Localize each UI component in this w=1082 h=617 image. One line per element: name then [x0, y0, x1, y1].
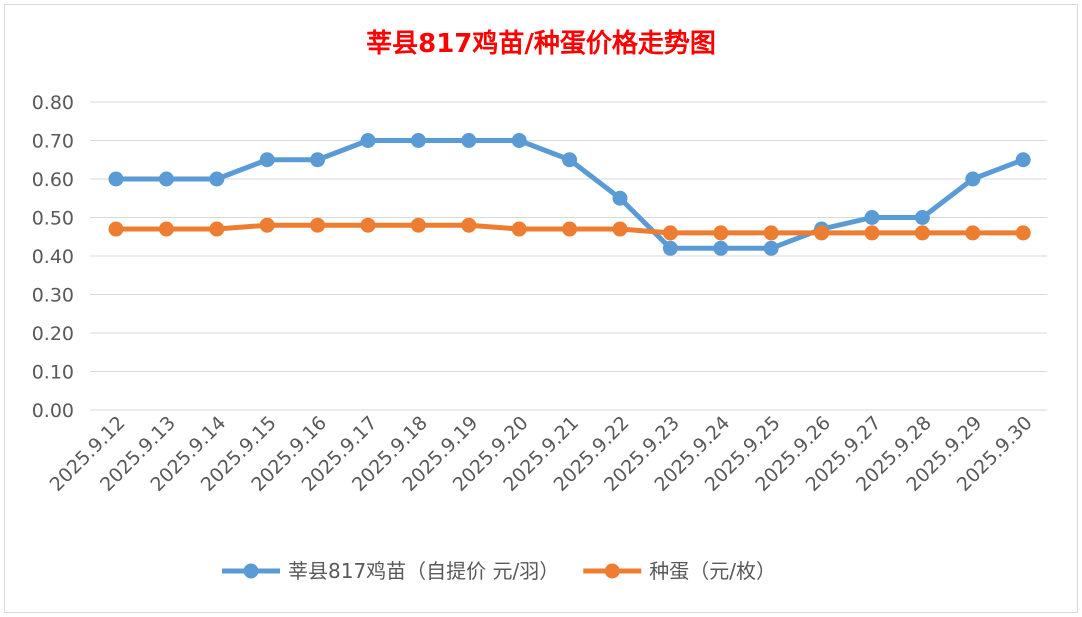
data-point: [410, 217, 426, 233]
data-point: [713, 240, 729, 256]
y-tick-label: 0.00: [32, 400, 74, 422]
data-point: [310, 152, 326, 168]
y-tick-label: 0.60: [32, 169, 74, 191]
data-point: [158, 171, 174, 187]
y-tick-label: 0.20: [32, 323, 74, 345]
legend-label: 莘县817鸡苗（自提价 元/羽）: [288, 559, 559, 583]
data-point: [864, 210, 880, 225]
data-point: [713, 225, 729, 241]
data-point: [511, 133, 527, 148]
data-point: [158, 221, 174, 237]
y-tick-label: 0.30: [32, 285, 74, 307]
x-axis-ticks: 2025.9.122025.9.132025.9.142025.9.152025…: [46, 412, 1037, 496]
data-point: [360, 133, 376, 148]
data-point: [310, 217, 326, 233]
data-point: [612, 190, 628, 206]
data-point: [511, 221, 527, 237]
data-point: [763, 225, 779, 241]
data-point: [562, 152, 578, 168]
legend-marker: [243, 563, 259, 579]
data-point: [461, 133, 477, 148]
data-point: [914, 210, 930, 225]
data-point: [259, 217, 275, 233]
y-tick-label: 0.50: [32, 208, 74, 230]
data-point: [108, 171, 124, 187]
chart-frame: [4, 4, 1078, 613]
data-point: [461, 217, 477, 233]
data-point: [965, 225, 981, 241]
data-point: [914, 225, 930, 241]
data-point: [108, 221, 124, 237]
y-tick-label: 0.40: [32, 246, 74, 268]
data-point: [410, 133, 426, 148]
series-2: [108, 217, 1031, 241]
y-tick-label: 0.80: [32, 92, 74, 114]
legend: 莘县817鸡苗（自提价 元/羽） 种蛋（元/枚）: [222, 559, 776, 583]
data-point: [662, 225, 678, 241]
data-point: [259, 152, 275, 168]
data-point: [814, 225, 830, 241]
data-point: [612, 221, 628, 237]
legend-marker: [604, 563, 620, 579]
data-point: [209, 221, 225, 237]
data-point: [360, 217, 376, 233]
y-tick-label: 0.10: [32, 362, 74, 384]
data-point: [1015, 152, 1031, 168]
data-point: [763, 240, 779, 256]
data-point: [562, 221, 578, 237]
legend-item-2: 种蛋（元/枚）: [583, 559, 776, 583]
chart-title: 莘县817鸡苗/种蛋价格走势图: [366, 28, 716, 59]
data-series: [108, 133, 1031, 256]
data-point: [209, 171, 225, 187]
y-axis-ticks: 0.00 0.10 0.20 0.30 0.40 0.50 0.60 0.70 0.80: [32, 92, 74, 422]
data-point: [965, 171, 981, 187]
legend-label: 种蛋（元/枚）: [649, 559, 776, 583]
data-point: [1015, 225, 1031, 241]
grid-lines: [90, 101, 1047, 411]
data-point: [864, 225, 880, 241]
data-point: [662, 240, 678, 256]
legend-item-1: 莘县817鸡苗（自提价 元/羽）: [222, 559, 559, 583]
y-tick-label: 0.70: [32, 131, 74, 153]
series-1: [108, 133, 1031, 256]
